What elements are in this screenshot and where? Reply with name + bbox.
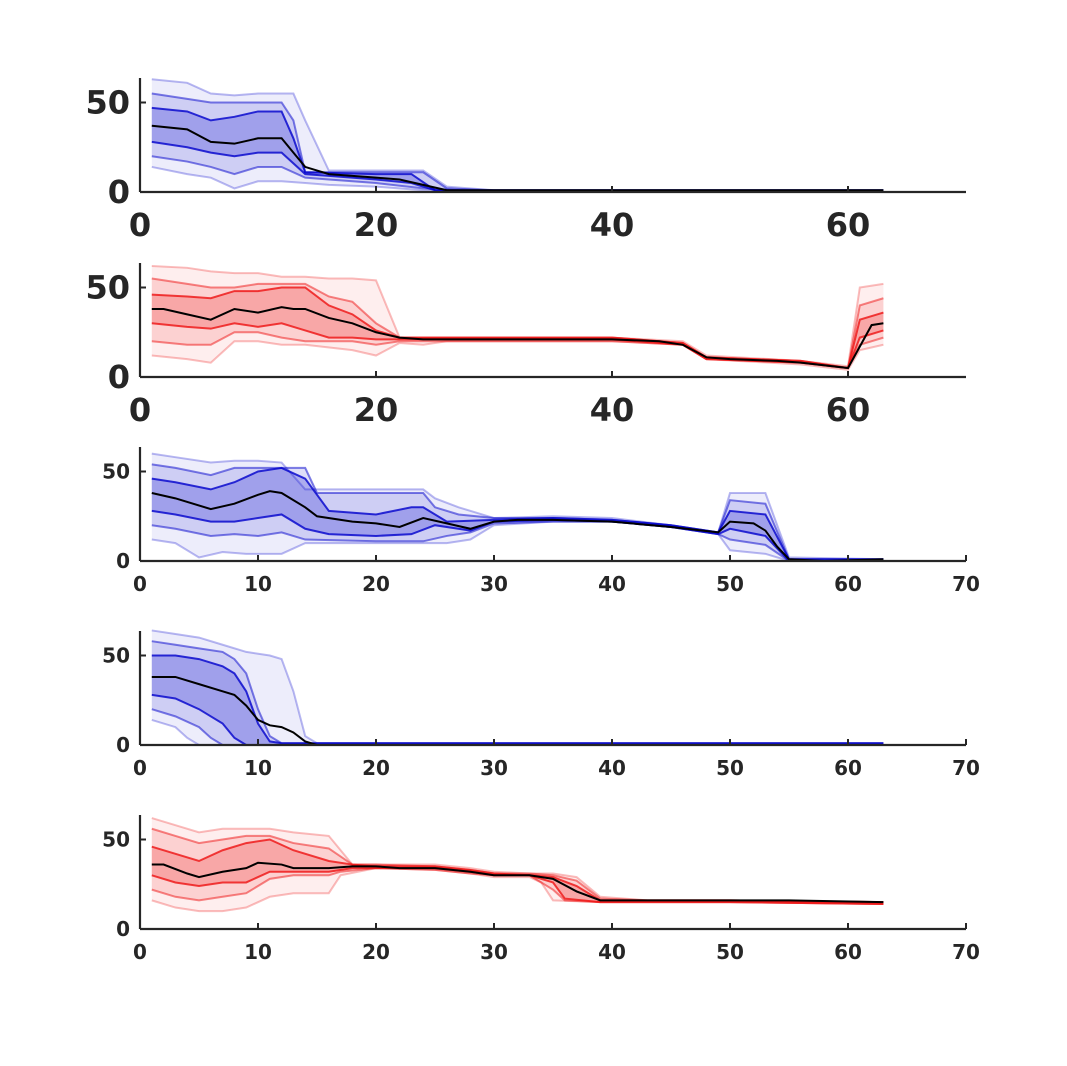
band-outer-lower-line: [151, 340, 884, 371]
subplot-2: 0 20 40 60 0 50: [85, 263, 966, 429]
x-tick-label: 20: [362, 756, 390, 780]
x-tick-label: 50: [716, 940, 744, 964]
subplot-4: 0 10 20 30 40 50 60 70 0 50: [102, 629, 980, 780]
x-tick-label: 40: [598, 940, 626, 964]
band-middle-fill: [151, 464, 884, 561]
median-line: [151, 490, 884, 563]
x-tick-label: 60: [834, 756, 862, 780]
x-tick-label: 60: [834, 572, 862, 596]
median-line: [151, 306, 884, 370]
band-outer-fill: [151, 630, 884, 745]
median-line: [151, 861, 884, 904]
x-tick-label: 0: [133, 756, 147, 780]
band-outer-lower-line: [151, 520, 884, 562]
x-tick-label: 50: [716, 572, 744, 596]
x-tick-label: 30: [480, 572, 508, 596]
band-middle-fill: [151, 641, 884, 745]
y-tick-label: 0: [116, 917, 130, 941]
x-tick-label: 40: [598, 756, 626, 780]
band-outer-fill: [151, 79, 884, 192]
band-outer-upper-line: [151, 629, 884, 745]
band-inner-lower-line: [151, 509, 884, 562]
band-middle-upper-line: [151, 92, 884, 192]
x-tick-label: 70: [952, 756, 980, 780]
x-tick-label: 20: [354, 206, 399, 244]
x-tick-label: 40: [598, 572, 626, 596]
band-outer-upper-line: [151, 78, 884, 192]
y-tick-label: 50: [102, 828, 130, 852]
x-tick-label: 60: [834, 940, 862, 964]
x-tick-label: 60: [826, 206, 871, 244]
y-tick-label: 50: [85, 84, 130, 122]
band-outer-fill: [151, 266, 884, 370]
y-tick-label: 0: [116, 549, 130, 573]
x-tick-label: 60: [826, 391, 871, 429]
band-middle-fill: [151, 278, 884, 369]
x-tick-label: 20: [362, 572, 390, 596]
median-line: [151, 124, 884, 192]
y-tick-label: 0: [116, 733, 130, 757]
x-tick-label: 0: [133, 572, 147, 596]
x-tick-label: 0: [129, 206, 151, 244]
x-tick-label: 70: [952, 940, 980, 964]
x-tick-label: 10: [244, 572, 272, 596]
band-inner-upper-line: [151, 286, 884, 370]
subplot-3: 0 10 20 30 40 50 60 70 0 50: [102, 447, 980, 596]
x-tick-label: 10: [244, 756, 272, 780]
y-tick-label: 0: [108, 173, 130, 211]
y-tick-label: 0: [108, 358, 130, 396]
x-tick-label: 40: [590, 391, 635, 429]
band-inner-fill: [151, 467, 884, 561]
y-tick-label: 50: [102, 644, 130, 668]
band-inner-upper-line: [151, 466, 884, 561]
x-tick-label: 30: [480, 940, 508, 964]
y-tick-label: 50: [85, 269, 130, 307]
band-middle-upper-line: [151, 463, 884, 561]
band-middle-upper-line: [151, 640, 884, 745]
x-tick-label: 70: [952, 572, 980, 596]
band-inner-lower-line: [151, 867, 884, 905]
band-inner-lower-line: [151, 140, 884, 193]
x-tick-label: 20: [354, 391, 399, 429]
x-tick-label: 20: [362, 940, 390, 964]
x-tick-label: 40: [590, 206, 635, 244]
subplot-5: 0 10 20 30 40 50 60 70 0 50: [102, 815, 980, 964]
x-tick-label: 0: [133, 940, 147, 964]
x-tick-label: 50: [716, 756, 744, 780]
subplot-1: 0 20 40 60 0 50: [85, 78, 966, 244]
y-tick-label: 50: [102, 460, 130, 484]
x-tick-label: 0: [129, 391, 151, 429]
x-tick-label: 30: [480, 756, 508, 780]
band-inner-upper-line: [151, 654, 884, 745]
band-middle-lower-line: [151, 520, 884, 562]
band-outer-upper-line: [151, 452, 884, 561]
x-tick-label: 10: [244, 940, 272, 964]
